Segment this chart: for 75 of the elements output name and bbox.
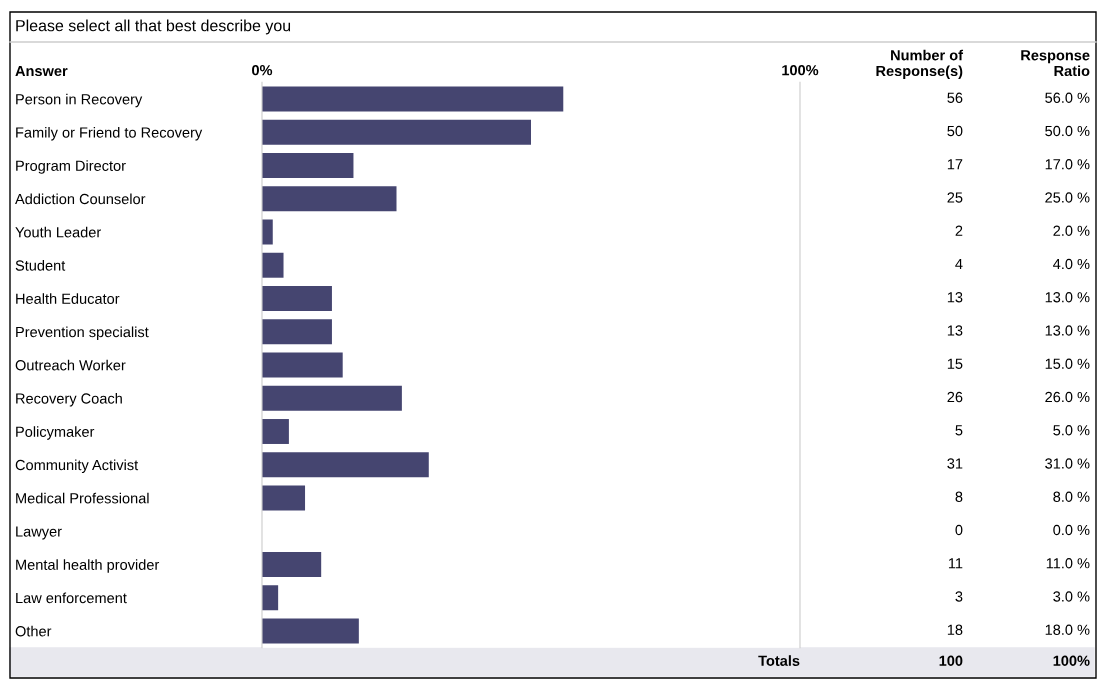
y-tick-label: Lawyer	[16, 526, 62, 540]
y-tick-label: Policymaker	[16, 426, 95, 440]
y-tick-label: Health Educator	[16, 293, 120, 304]
data-label: 8.0 %	[1053, 491, 1090, 502]
data-label: 18.0 %	[1045, 624, 1090, 635]
y-tick-label: Program Director	[16, 160, 126, 174]
text: Number of Response(s)	[876, 49, 964, 79]
chart-title: Please select all that best describe you	[16, 19, 291, 35]
data-label: 2.0 %	[1053, 225, 1090, 236]
text: 4	[955, 258, 963, 270]
data-label: 11.0 %	[1046, 558, 1090, 569]
text: 31	[947, 458, 963, 469]
bar	[262, 585, 279, 611]
y-tick-label: Outreach Worker	[15, 359, 126, 371]
text: Answer	[15, 65, 68, 77]
y-tick-label: Community Activist	[15, 459, 139, 474]
text: 56	[947, 92, 963, 103]
bar	[262, 352, 343, 378]
data-label: 15.0 %	[1045, 358, 1090, 369]
bar	[262, 219, 273, 245]
data-label: 3.0 %	[1053, 591, 1090, 602]
text: 17	[947, 159, 963, 170]
y-tick-label: Family or Friend to Recovery	[16, 126, 203, 141]
data-label: 26.0 %	[1045, 391, 1090, 403]
bar	[262, 618, 359, 644]
y-tick-label: Mental health provider	[16, 559, 160, 573]
y-tick-label: Student	[15, 259, 66, 271]
data-label: 50.0 %	[1045, 125, 1090, 137]
text: 50	[947, 125, 963, 137]
text: 3	[955, 591, 963, 602]
bar	[262, 252, 284, 278]
data-label: 0.0 %	[1053, 524, 1090, 536]
bar	[262, 119, 531, 145]
data-label: 31.0 %	[1045, 458, 1090, 469]
bar	[262, 86, 564, 112]
text: Response Ratio	[1021, 50, 1090, 77]
x-tick-label: 0%	[252, 65, 273, 76]
bar	[262, 286, 332, 311]
bar	[262, 485, 306, 511]
text: 2	[955, 225, 963, 236]
bar	[262, 385, 402, 411]
y-tick-label: Medical Professional	[16, 492, 149, 504]
y-tick-label: Addiction Counselor	[15, 193, 146, 205]
text: 11	[948, 558, 963, 569]
text: 100%	[1053, 655, 1090, 666]
bar	[262, 319, 332, 345]
text: Totals	[758, 655, 800, 666]
y-tick-label: Law enforcement	[16, 592, 127, 604]
text: 25	[947, 192, 963, 203]
text: 5	[955, 425, 963, 436]
data-label: 25.0 %	[1045, 192, 1090, 203]
y-tick-label: Recovery Coach	[16, 392, 122, 407]
text: 13	[947, 292, 963, 303]
text: 18	[947, 624, 963, 635]
y-tick-label: Youth Leader	[15, 226, 101, 238]
bar	[262, 419, 289, 444]
text: 100	[939, 655, 963, 666]
data-label: 5.0 %	[1053, 425, 1090, 436]
text: 13	[947, 325, 963, 336]
y-tick-label: Other	[15, 625, 52, 637]
bar	[262, 153, 354, 178]
bar	[262, 452, 429, 478]
bar	[262, 552, 322, 577]
y-tick-label: Person in Recovery	[16, 93, 143, 108]
data-label: 4.0 %	[1053, 258, 1090, 270]
y-tick-label: Prevention specialist	[16, 326, 149, 341]
text: 0	[955, 524, 963, 536]
text: 15	[947, 358, 963, 369]
text: 8	[955, 491, 963, 502]
data-label: 13.0 %	[1045, 325, 1090, 336]
text: 26	[947, 391, 963, 403]
data-label: 56.0 %	[1045, 92, 1090, 103]
data-label: 17.0 %	[1045, 159, 1090, 170]
data-label: 13.0 %	[1045, 292, 1090, 303]
bar	[262, 186, 397, 212]
